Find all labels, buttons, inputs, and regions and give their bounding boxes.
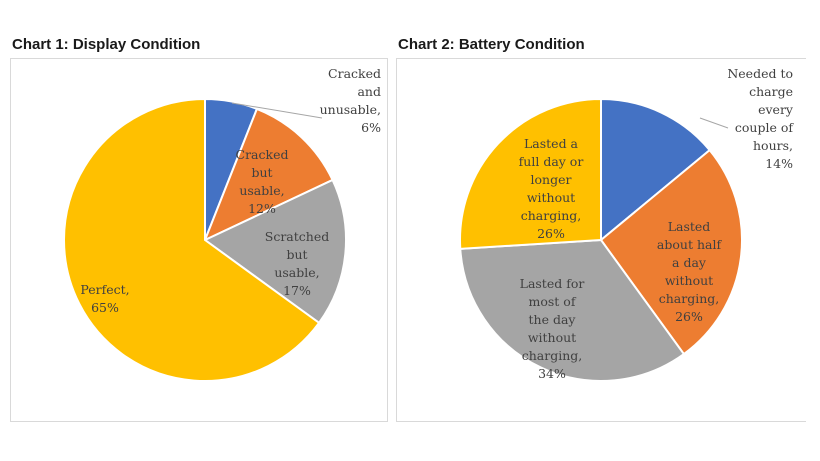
chart-1-slice-3 [203, 178, 347, 325]
chart-2-data-label-4: Lasted a full day or longer without charging… [519, 136, 584, 241]
chart-2-data-label-2: Lasted about half a day without charging, 26% [657, 219, 723, 324]
chart-2-slice-1 [600, 97, 712, 243]
chart-1-panel [10, 58, 388, 422]
chart-2-slice-3 [459, 238, 686, 382]
chart-2-slice-2 [599, 148, 743, 356]
chart-1-slice-2 [203, 107, 334, 242]
chart-2-data-label-3: Lasted for most of the day without charging,… [520, 276, 585, 381]
chart-1-data-label-1: Cracked and unusable, 6% [320, 66, 381, 135]
chart-2-data-label-1: Needed to charge every couple of hours, 14% [727, 66, 794, 171]
chart-2-panel [396, 58, 806, 422]
chart-2-leader-line-1 [699, 117, 729, 129]
chart-1-data-label-3: Scratched but usable, 17% [265, 229, 329, 298]
chart-1-title: Chart 1: Display Condition [12, 36, 201, 53]
chart-1-slice-4 [63, 97, 321, 382]
chart-1-data-label-2: Cracked but usable, 12% [236, 147, 289, 216]
chart-2-title: Chart 2: Battery Condition [398, 36, 585, 53]
chart-1-leader-line-1 [231, 102, 323, 119]
chart-2-slice-4 [459, 97, 602, 250]
chart-1-data-label-4: Perfect, 65% [80, 282, 129, 315]
